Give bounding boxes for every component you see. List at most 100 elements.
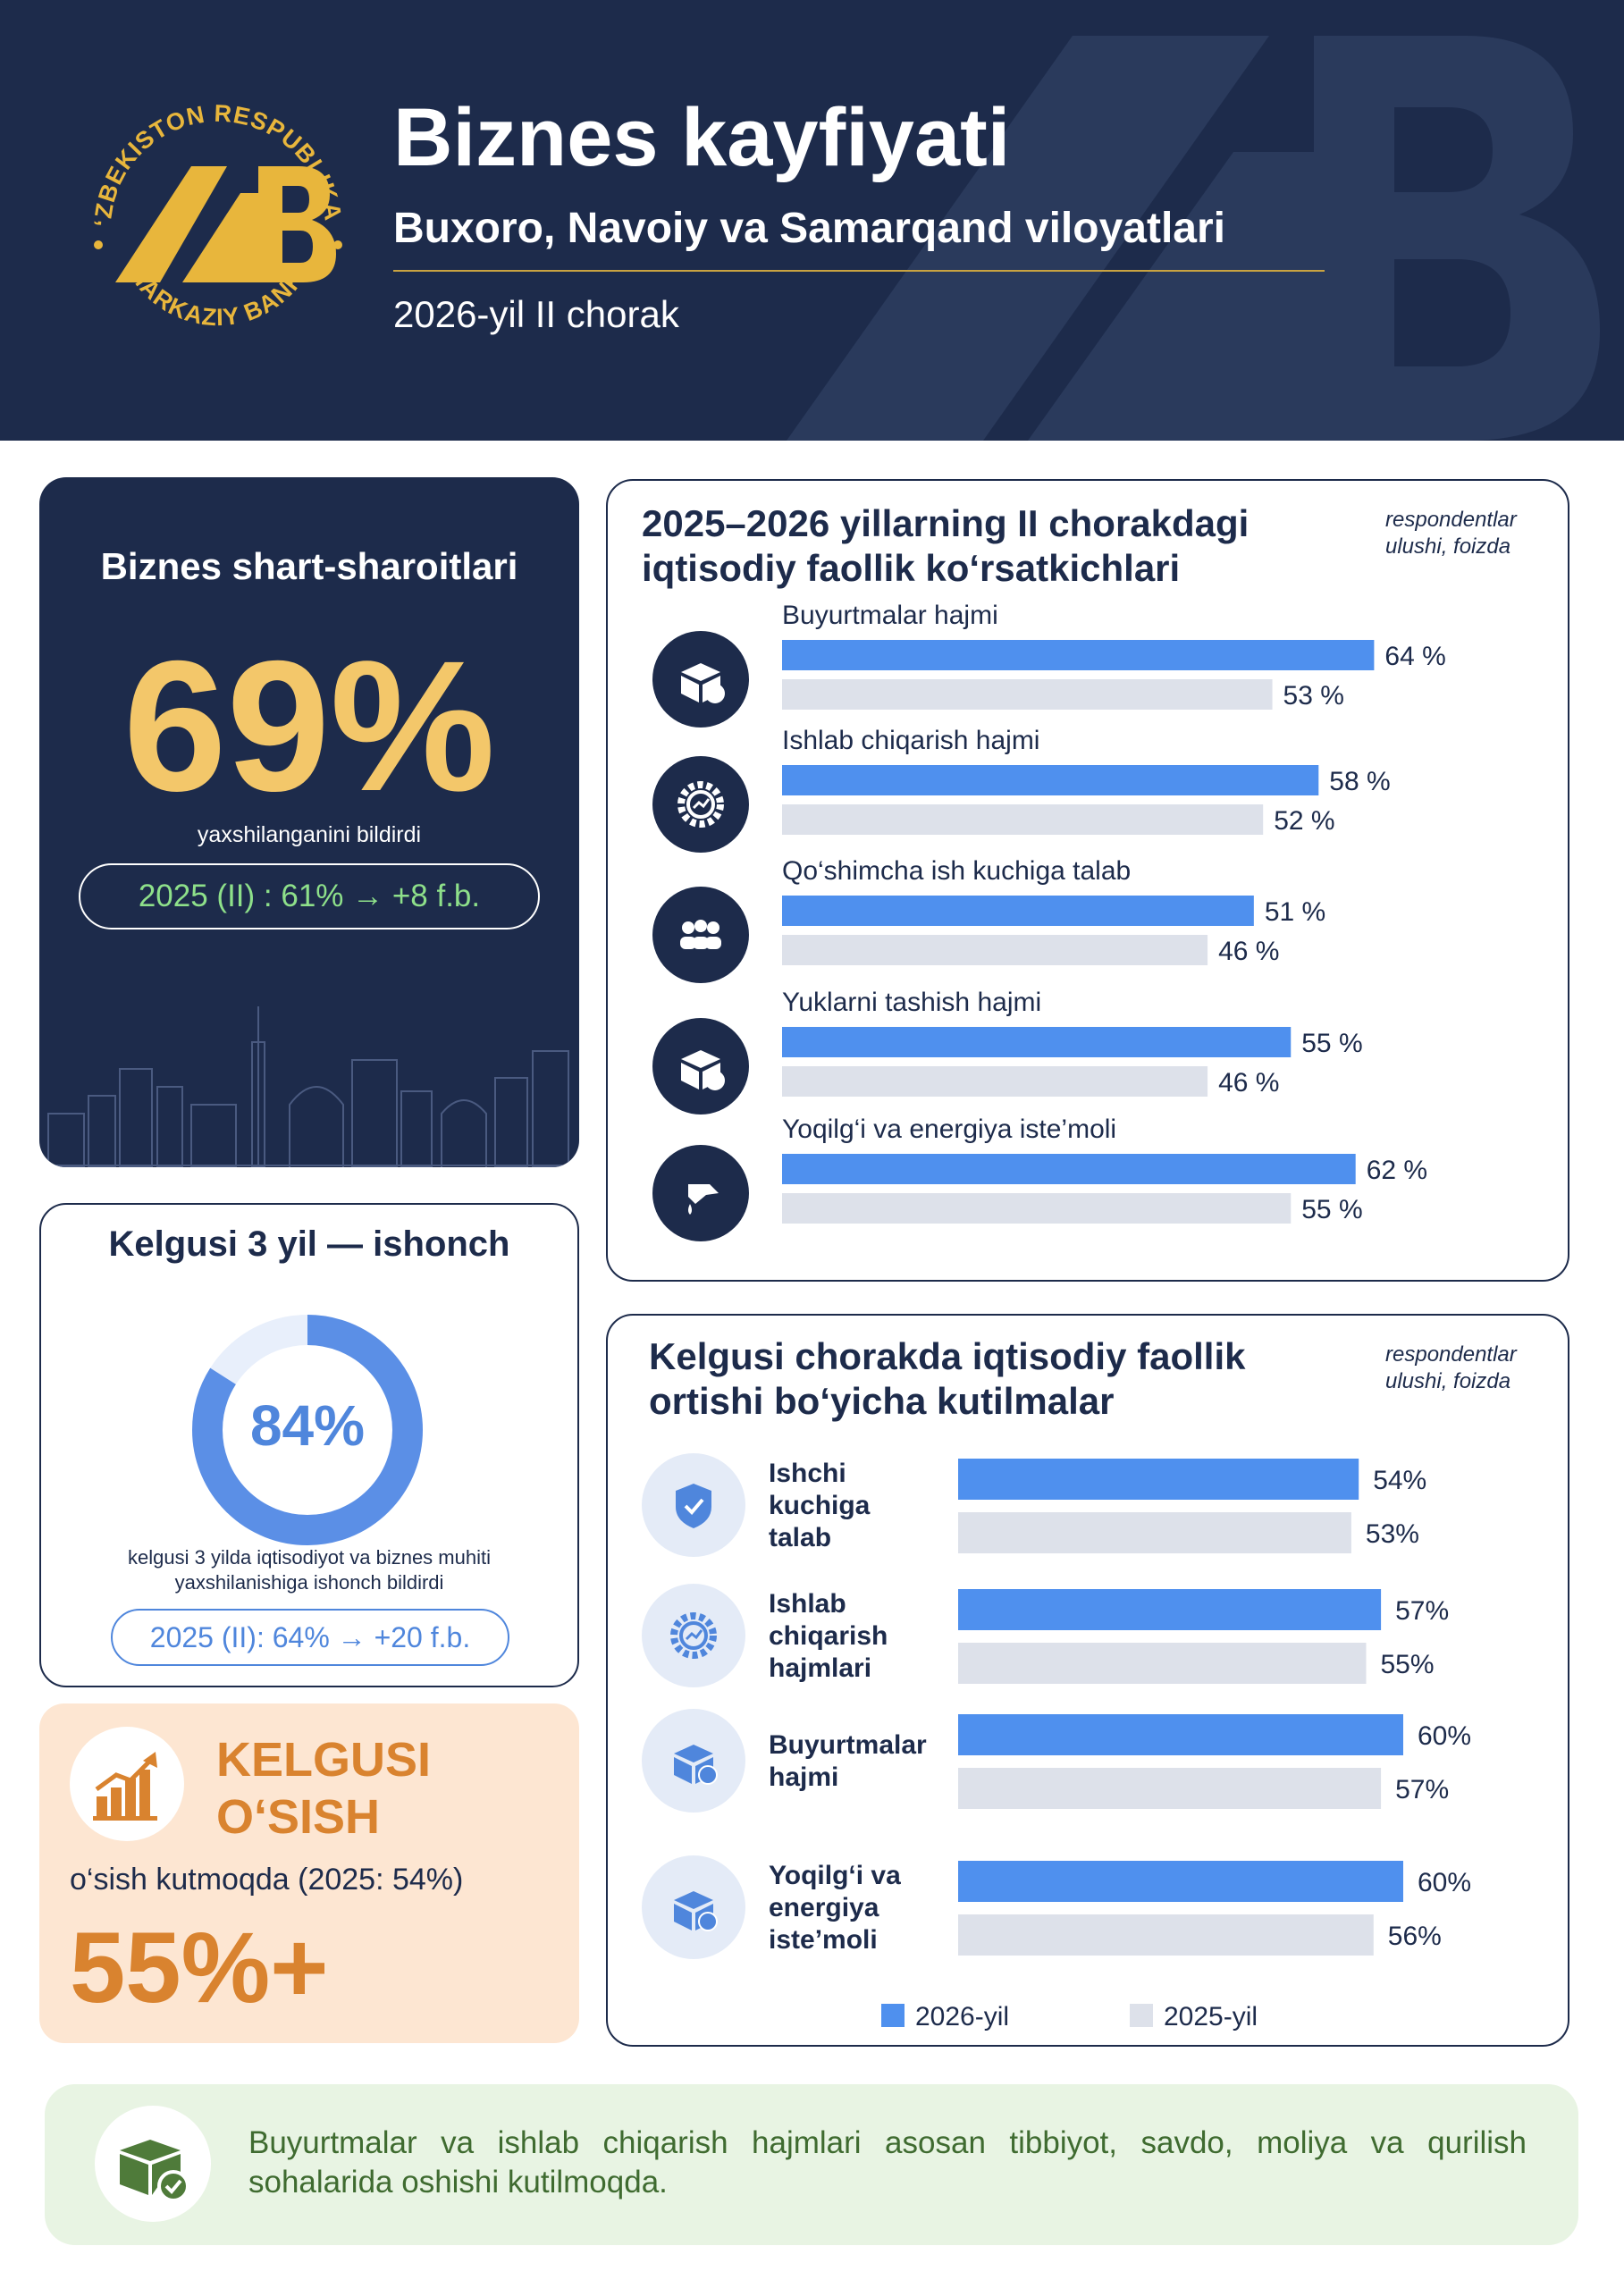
category-label: Qo‘shimcha ish kuchiga talab	[782, 856, 1131, 886]
category-label: Ishchi kuchiga talab	[769, 1459, 871, 1552]
activity-row: Yoqilg‘i va energiya iste’moli 62 %55 %	[652, 1115, 1427, 1241]
category-label-line: hajmlari	[769, 1653, 871, 1683]
background-monogram	[787, 36, 1600, 441]
business-conditions-title: Biznes shart-sharoitlari	[100, 545, 518, 587]
bar-2026	[958, 1589, 1382, 1630]
category-label: Buyurtmalar hajmi	[769, 1730, 927, 1792]
expectations-card: Kelgusi chorakda iqtisodiy faollik ortis…	[606, 1314, 1569, 2047]
bar-2026	[782, 896, 1254, 926]
expectations-chart-title-line2: ortishi bo‘yicha kutilmalar	[649, 1380, 1115, 1422]
logo-ring-top-text: O‘ZBEKISTON RESPUBLIKASI	[75, 77, 346, 227]
box-check-icon	[642, 1855, 745, 1959]
growth-value: 55%+	[70, 1912, 329, 2023]
growth-card: KELGUSI O‘SISH o‘sish kutmoqda (2025: 54…	[39, 1703, 579, 2043]
box-check-icon	[652, 631, 749, 728]
category-label-line: Ishlab	[769, 1589, 846, 1619]
expectation-row: Yoqilg‘i va energiya iste’moli 60% 56%	[642, 1855, 1471, 1959]
data-label: 46 %	[1218, 1068, 1279, 1098]
category-label-line: kuchiga	[769, 1491, 871, 1520]
category-label-line: iste’moli	[769, 1925, 878, 1955]
data-label: 64 %	[1384, 642, 1445, 671]
data-label: 53%	[1366, 1519, 1419, 1549]
bar-2025	[958, 1768, 1382, 1809]
growth-title-line1: KELGUSI	[216, 1733, 432, 1787]
page-title: Biznes kayfiyati	[393, 92, 1011, 183]
expectations-chart-unit-line1: respondentlar	[1385, 1342, 1517, 1367]
expectations-chart-title-line1: Kelgusi chorakda iqtisodiy faollik	[649, 1335, 1246, 1377]
category-label: Yuklarni tashish hajmi	[782, 988, 1041, 1017]
business-conditions-value: 69%	[122, 623, 496, 830]
confidence-card: Kelgusi 3 yil — ishonch 84% kelgusi 3 yi…	[39, 1203, 579, 1687]
bar-2025	[782, 935, 1208, 965]
box-check-icon	[642, 1709, 745, 1813]
growth-chart-icon	[70, 1727, 184, 1841]
data-label: 60%	[1418, 1868, 1471, 1897]
data-label: 52 %	[1274, 806, 1334, 836]
bar-2025	[782, 1066, 1208, 1097]
package-arrow-icon	[652, 1018, 749, 1115]
business-conditions-note: yaxshilanganini bildirdi	[197, 822, 422, 847]
business-conditions-card: Biznes shart-sharoitlari 69% yaxshilanga…	[39, 477, 579, 1167]
city-skyline-illustration	[39, 1006, 579, 1167]
activity-chart-unit-line1: respondentlar	[1385, 508, 1517, 532]
footer-text: Buyurtmalar va ishlab chiqarish hajmlari…	[248, 2125, 1527, 2200]
growth-note: o‘sish kutmoqda (2025: 54%)	[70, 1863, 464, 1897]
activity-bar-chart: Buyurtmalar hajmi 64 % 53 % Ishlab chiqaris…	[652, 601, 1446, 1241]
data-label: 58 %	[1329, 767, 1390, 796]
bar-2025	[958, 1512, 1351, 1553]
legend-swatch	[1130, 2004, 1153, 2027]
confidence-title: Kelgusi 3 yil — ishonch	[108, 1224, 510, 1264]
footer-note: Buyurtmalar va ishlab chiqarish hajmlari…	[45, 2084, 1578, 2245]
logo-monogram	[115, 166, 336, 282]
page-subtitle: Buxoro, Navoiy va Samarqand viloyatlari	[393, 205, 1226, 252]
icon-circle	[652, 887, 749, 983]
business-conditions-comparison: 2025 (II) : 61% → +8 f.b.	[79, 863, 540, 930]
category-label: Ishlab chiqarish hajmi	[782, 726, 1039, 755]
data-label: 56%	[1388, 1922, 1442, 1951]
gear-chart-icon	[642, 1584, 745, 1687]
people-icon	[652, 887, 749, 983]
bar-2025	[782, 1193, 1292, 1224]
central-bank-logo: O‘ZBEKISTON RESPUBLIKASI MARKAZIY BANKI	[75, 77, 347, 331]
bar-2026	[958, 1861, 1403, 1902]
data-label: 57%	[1395, 1775, 1449, 1804]
bar-2025	[782, 804, 1264, 835]
data-label: 62 %	[1367, 1156, 1427, 1185]
data-label: 53 %	[1283, 681, 1344, 711]
expectations-chart-unit-line2: ulushi, foizda	[1385, 1369, 1511, 1393]
bar-2026	[782, 1027, 1292, 1057]
growth-title-line2: O‘SISH	[216, 1790, 381, 1844]
category-label-line: talab	[769, 1523, 831, 1552]
donut-value-arc	[192, 1315, 423, 1545]
activity-row: Buyurtmalar hajmi 64 % 53 %	[652, 601, 1446, 728]
report-period: 2026-yil II chorak	[393, 293, 679, 335]
legend-label: 2025-yil	[1164, 2002, 1258, 2031]
svg-text:O‘ZBEKISTON RESPUBLIKASI: O‘ZBEKISTON RESPUBLIKASI	[75, 77, 347, 227]
data-label: 55%	[1381, 1650, 1435, 1679]
expectation-row: Ishlab chiqarish hajmlari 57% 55%	[642, 1584, 1449, 1687]
activity-chart-unit-line2: ulushi, foizda	[1385, 534, 1511, 559]
category-label: Yoqilg‘i va energiya iste’moli	[782, 1115, 1116, 1144]
data-label: 60%	[1418, 1721, 1471, 1751]
bar-2025	[958, 1914, 1374, 1956]
category-label-line: energiya	[769, 1893, 879, 1922]
data-label: 57%	[1395, 1596, 1449, 1626]
category-label: Ishlab chiqarish hajmlari	[769, 1589, 888, 1683]
category-label-line: chiqarish	[769, 1621, 888, 1651]
bar-2026	[782, 1154, 1356, 1184]
bar-2026	[958, 1714, 1403, 1755]
fuel-nozzle-icon	[652, 1145, 749, 1241]
activity-row: Qo‘shimcha ish kuchiga talab 51 % 46 %	[652, 856, 1325, 983]
category-label: Yoqilg‘i va energiya iste’moli	[769, 1861, 901, 1955]
shield-check-icon	[642, 1453, 745, 1557]
confidence-note-line1: kelgusi 3 yilda iqtisodiyot va biznes mu…	[128, 1546, 491, 1569]
activity-row: Yuklarni tashish hajmi 55 % 46 %	[652, 988, 1363, 1115]
legend-swatch	[881, 2004, 905, 2027]
confidence-note-line2: yaxshilanishiga ishonch bildirdi	[174, 1571, 444, 1594]
category-label: Buyurtmalar hajmi	[782, 601, 998, 630]
data-label: 51 %	[1265, 897, 1325, 927]
bar-2026	[782, 765, 1319, 795]
data-label: 46 %	[1218, 937, 1279, 966]
activity-chart-title-line2: iqtisodiy faollik ko‘rsatkichlari	[642, 547, 1181, 589]
